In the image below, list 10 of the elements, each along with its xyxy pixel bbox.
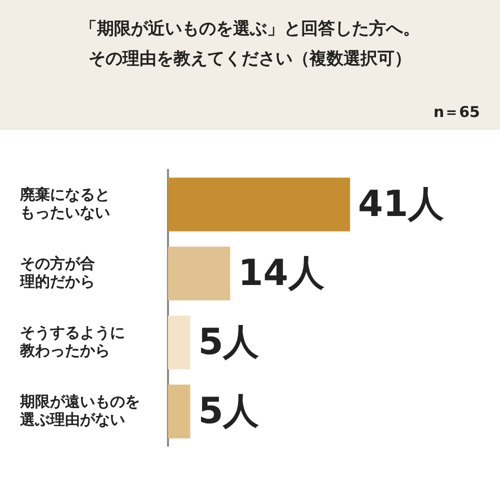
data-label: 5人 [198,390,260,432]
y-tick-label: そうするように教わったから [19,323,125,360]
y-tick-label: 期限が遠いものを選ぶ理由がない [19,392,140,428]
data-label: 41人 [358,184,444,225]
chart-title: 「期限が近いものを選ぶ」と回答した方へ。その理由を教えてください（複数選択可） [79,18,421,71]
y-tick-label: 廃棄になるともったいない [19,185,110,222]
y-tick-label: その方が合理的だから [19,254,95,290]
data-label: 14人 [238,252,324,294]
data-label: 5人 [198,322,260,363]
text: n＝65 [433,103,480,122]
